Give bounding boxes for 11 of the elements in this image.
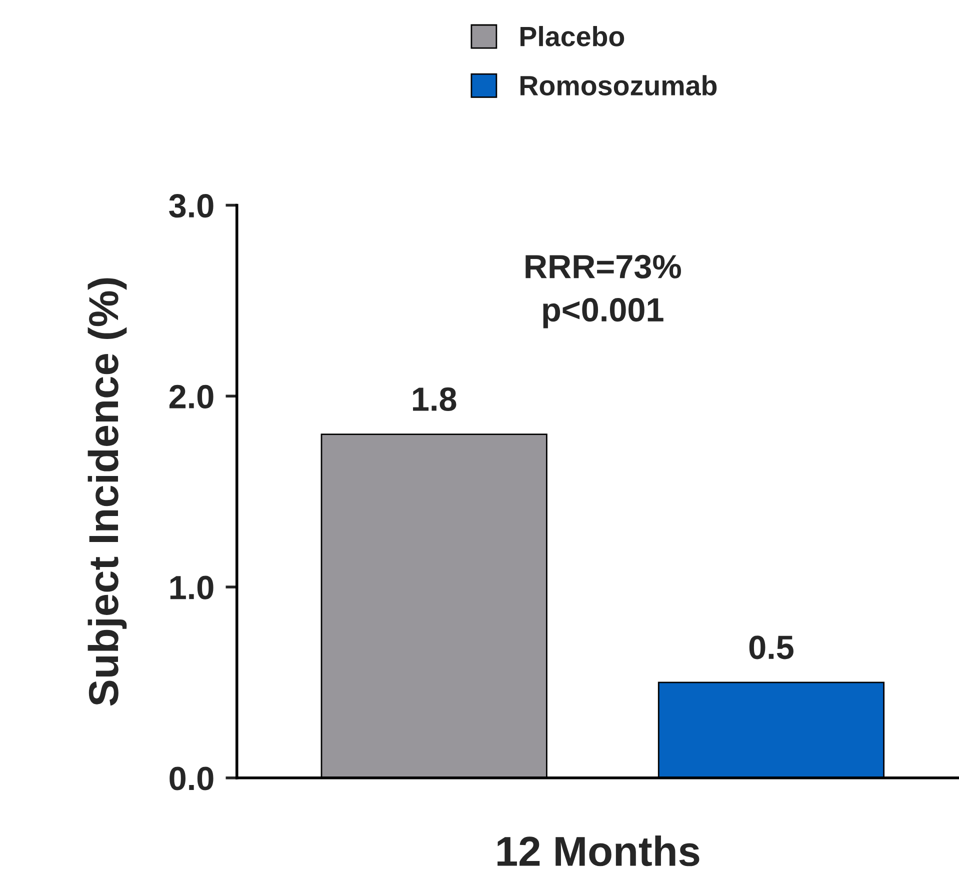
legend-label: Placebo [520, 26, 624, 46]
x-axis-title: 12 Months [498, 836, 700, 866]
y-tick-label: 1.0 [170, 576, 214, 600]
y-tick-label: 3.0 [169, 194, 214, 218]
data-label: 1.8 [413, 387, 456, 412]
y-axis-title: Subject Incidence (%) [88, 278, 127, 706]
legend-label: Romosozumab [520, 75, 717, 96]
y-tick-label: 0.0 [170, 766, 214, 790]
y-tick-label: 2.0 [169, 384, 214, 409]
data-label: 0.5 [749, 636, 794, 660]
annotation: RRR=73% p<0.001 [526, 254, 681, 328]
